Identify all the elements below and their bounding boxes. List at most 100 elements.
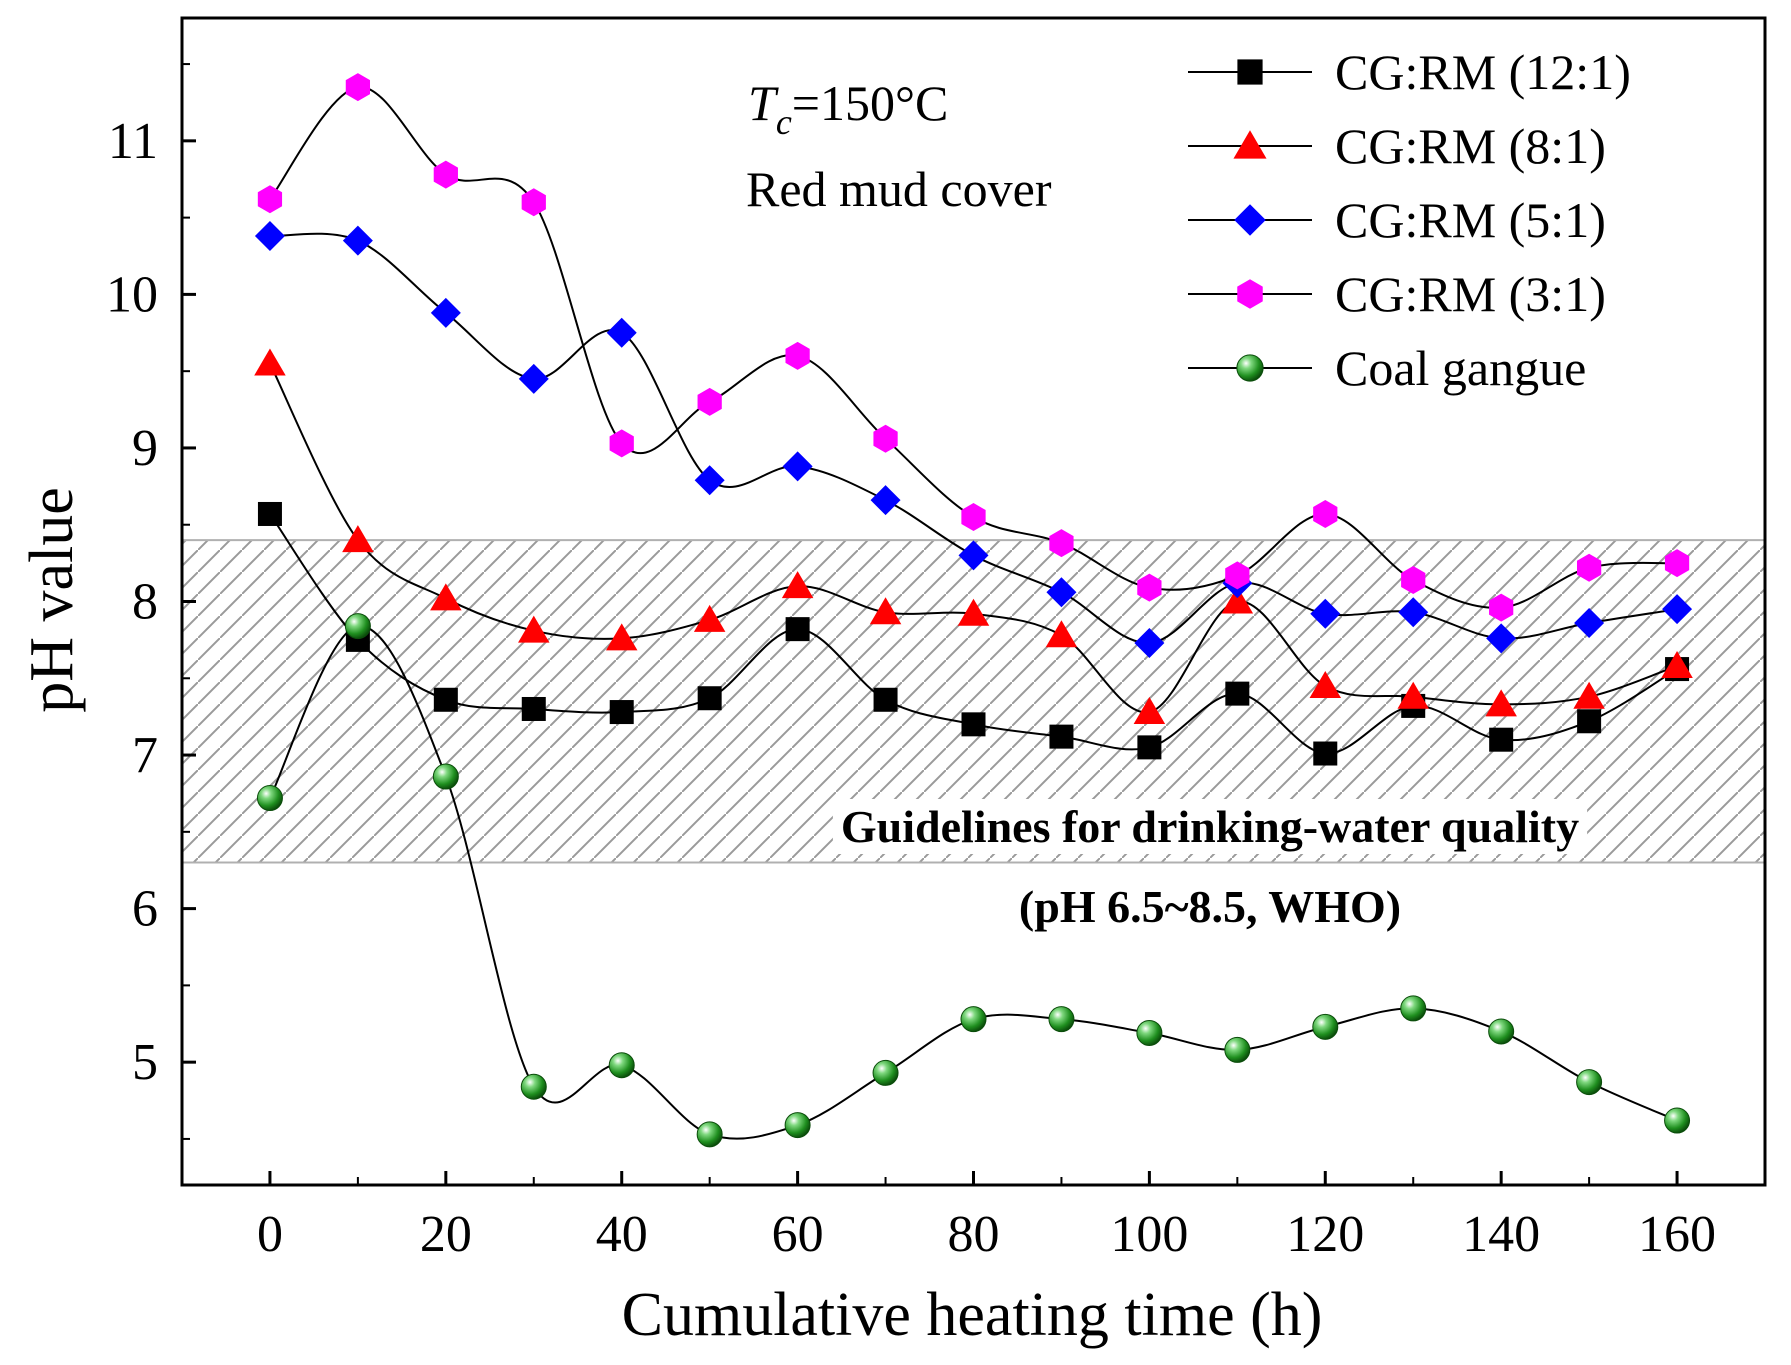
data-point-0-14: [1489, 727, 1514, 752]
data-point-2-7: [870, 485, 901, 516]
y-tick-label: 5: [132, 1034, 158, 1091]
annotation-temperature-subscript: c: [776, 102, 792, 142]
data-point-1-12: [1309, 670, 1342, 698]
data-point-3-2: [433, 160, 458, 189]
data-point-4-0: [256, 785, 283, 812]
y-axis-title: pH value: [18, 487, 86, 713]
data-point-3-10: [1137, 573, 1162, 602]
data-point-1-3: [518, 615, 550, 643]
data-point-0-10: [1137, 735, 1162, 760]
band-label-background: [1010, 879, 1410, 934]
x-tick-label: 80: [948, 1206, 1000, 1263]
data-point-2-14: [1486, 623, 1517, 654]
data-point-4-14: [1488, 1018, 1515, 1045]
data-point-1-8: [957, 598, 990, 626]
band-label-background: [832, 799, 1588, 854]
x-axis-title: Cumulative heating time (h): [622, 1281, 1323, 1349]
data-point-4-13: [1400, 995, 1427, 1022]
data-point-4-5: [696, 1121, 723, 1148]
data-point-4-15: [1576, 1069, 1603, 1096]
data-point-1-9: [1045, 620, 1078, 648]
data-point-0-12: [1313, 741, 1338, 766]
data-point-2-10: [1134, 627, 1165, 658]
data-point-3-14: [1489, 593, 1514, 622]
tick-labels: 0 20 40 60 80 100 120 140 160 5 6 7 8 9 10 11: [106, 113, 1716, 1263]
data-point-0-4: [609, 700, 634, 725]
x-tick-label: 20: [420, 1206, 472, 1263]
data-point-1-14: [1485, 689, 1517, 717]
data-point-1-15: [1573, 681, 1605, 709]
data-point-1-16: [1661, 650, 1693, 678]
band-label-line1: Guidelines for drinking-water quality: [841, 801, 1579, 852]
data-point-1-6: [781, 571, 814, 599]
data-point-2-0: [254, 221, 285, 252]
annotation-temperature-symbol: T: [748, 75, 779, 131]
data-point-4-4: [608, 1052, 635, 1079]
data-point-0-7: [873, 687, 898, 712]
data-point-0-8: [961, 712, 986, 737]
data-point-3-11: [1225, 561, 1250, 590]
data-point-2-9: [1046, 577, 1077, 608]
data-point-3-12: [1313, 499, 1338, 528]
legend-label: CG:RM (8:1): [1335, 118, 1606, 174]
data-point-1-10: [1133, 697, 1166, 725]
legend-marker-3: [1237, 279, 1263, 309]
legend-label: CG:RM (12:1): [1335, 44, 1631, 100]
data-point-2-3: [518, 363, 549, 394]
data-point-2-2: [430, 297, 461, 328]
data-point-4-6: [784, 1112, 811, 1139]
x-tick-label: 100: [1110, 1206, 1188, 1263]
data-point-2-1: [342, 225, 373, 256]
data-point-1-2: [430, 583, 462, 611]
band-label-line2: (pH 6.5~8.5, WHO): [1019, 881, 1401, 932]
data-point-3-7: [873, 424, 898, 453]
data-point-0-15: [1577, 709, 1602, 734]
legend-marker-2: [1234, 204, 1266, 236]
data-point-0-9: [1049, 724, 1074, 749]
data-point-2-8: [958, 540, 989, 571]
data-point-0-11: [1225, 681, 1250, 706]
data-point-4-11: [1224, 1036, 1251, 1063]
series-markers: [254, 73, 1693, 1148]
data-point-4-3: [520, 1073, 547, 1100]
data-point-4-12: [1312, 1013, 1339, 1040]
data-point-1-0: [254, 348, 286, 376]
legend-marker-1: [1233, 130, 1267, 159]
data-point-3-8: [961, 503, 986, 532]
data-point-0-5: [697, 686, 722, 711]
x-tick-label: 120: [1286, 1206, 1364, 1263]
data-point-1-5: [693, 604, 726, 632]
legend-label: Coal gangue: [1335, 340, 1586, 396]
data-point-1-11: [1221, 586, 1254, 614]
data-point-4-2: [432, 763, 459, 790]
y-tick-label: 10: [106, 266, 158, 323]
data-point-0-2: [433, 687, 458, 712]
data-point-3-1: [345, 73, 371, 102]
data-point-4-1: [344, 613, 371, 640]
data-point-4-7: [872, 1059, 899, 1086]
data-point-2-6: [782, 451, 813, 482]
legend: CG:RM (12:1) CG:RM (8:1) CG:RM (5:1) CG:RM …: [1188, 44, 1631, 396]
x-tick-label: 140: [1462, 1206, 1540, 1263]
data-point-0-3: [521, 696, 546, 721]
legend-marker-4: [1236, 354, 1264, 382]
data-point-3-6: [785, 341, 810, 370]
data-point-3-9: [1049, 529, 1074, 558]
annotation-temperature-value: =150°C: [792, 75, 949, 131]
y-tick-label: 7: [132, 727, 158, 784]
data-point-3-15: [1576, 553, 1602, 582]
data-point-2-16: [1662, 594, 1693, 625]
data-point-3-0: [257, 185, 283, 214]
data-point-1-4: [605, 623, 638, 651]
data-point-4-16: [1664, 1107, 1691, 1134]
annotation-cover: Red mud cover: [746, 161, 1052, 217]
data-point-2-4: [606, 317, 637, 348]
x-tick-label: 0: [257, 1206, 283, 1263]
annotation-temperature: Tc=150°C: [748, 75, 948, 142]
y-tick-label: 6: [132, 881, 158, 938]
y-tick-label: 11: [108, 113, 158, 170]
x-tick-label: 40: [596, 1206, 648, 1263]
data-point-3-16: [1664, 549, 1690, 578]
